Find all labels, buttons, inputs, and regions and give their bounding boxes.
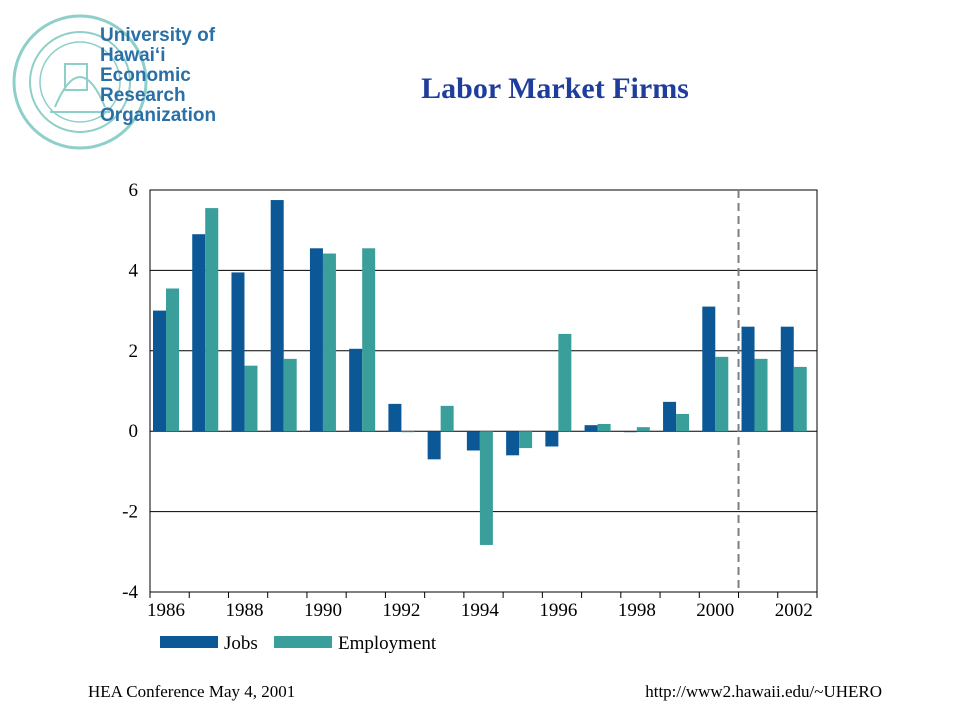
bar-employment-2002 — [793, 366, 807, 432]
bar-employment-1997 — [597, 423, 611, 432]
footer-conference: HEA Conference May 4, 2001 — [88, 682, 296, 701]
y-tick-label: -2 — [122, 502, 138, 523]
logo-line-2: Hawai‘i — [100, 45, 166, 66]
y-tick-labels: 6 4 2 0 -2 -4 — [122, 180, 138, 603]
bar-employment-2001 — [754, 358, 768, 432]
footer-url: http://www2.hawaii.edu/~UHERO — [645, 682, 882, 701]
chart-title: Labor Market Firms — [421, 72, 689, 105]
legend: Jobs Employment — [160, 633, 437, 654]
bar-employment-1992 — [401, 431, 415, 433]
bar-jobs-1992 — [388, 403, 402, 432]
bars — [153, 200, 807, 545]
bar-jobs-1989 — [270, 200, 284, 432]
y-tick-label: 4 — [129, 260, 139, 281]
logo-line-1: University of — [100, 25, 216, 46]
logo-line-4: Research — [100, 85, 186, 106]
logo-line-5: Organization — [100, 105, 217, 126]
bar-jobs-1988 — [231, 272, 245, 432]
university-seal-icon — [12, 14, 148, 150]
plot-frame — [149, 189, 818, 598]
y-tick-label: 0 — [129, 421, 139, 442]
legend-swatch-employment — [274, 636, 332, 648]
x-tick-label: 2000 — [696, 600, 734, 621]
legend-label-employment: Employment — [338, 633, 437, 654]
x-tick-label: 1990 — [304, 600, 342, 621]
x-tick-label: 2002 — [775, 600, 813, 621]
y-tick-label: 6 — [129, 180, 139, 201]
bar-jobs-1986 — [153, 310, 166, 432]
bar-employment-1998 — [636, 427, 650, 432]
bar-jobs-1995 — [506, 431, 520, 456]
bar-jobs-1999 — [663, 401, 677, 432]
logo-line-3: Economic — [100, 65, 191, 86]
bar-jobs-1998 — [623, 431, 637, 433]
bar-employment-1987 — [205, 208, 219, 432]
x-tick-label: 1986 — [147, 600, 185, 621]
bar-employment-1993 — [440, 405, 454, 432]
x-tick-label: 1994 — [461, 600, 500, 621]
bar-employment-1996 — [558, 333, 572, 432]
legend-swatch-jobs — [160, 636, 218, 648]
legend-label-jobs: Jobs — [224, 633, 258, 654]
x-tick-label: 1998 — [618, 600, 656, 621]
bar-employment-1989 — [283, 358, 297, 432]
bar-jobs-2001 — [741, 326, 755, 432]
bar-jobs-1991 — [349, 348, 363, 432]
bar-jobs-2000 — [702, 306, 716, 432]
bar-employment-1995 — [519, 431, 533, 449]
bar-employment-1994 — [479, 431, 493, 545]
bar-jobs-1996 — [545, 431, 559, 447]
x-tick-label: 1992 — [382, 600, 420, 621]
bar-employment-1990 — [322, 253, 336, 432]
uhero-logo — [12, 14, 148, 150]
bar-jobs-1997 — [584, 425, 598, 432]
bar-employment-1988 — [244, 365, 258, 432]
x-tick-label: 1996 — [539, 600, 577, 621]
bar-employment-1991 — [362, 248, 376, 432]
bar-jobs-1987 — [192, 234, 206, 432]
bar-employment-1986 — [166, 288, 179, 432]
uhero-logo-text: University of Hawai‘i Economic Research … — [100, 26, 216, 126]
bar-employment-1999 — [676, 413, 690, 432]
bar-jobs-1990 — [309, 248, 323, 432]
y-tick-label: -4 — [122, 582, 138, 603]
bar-jobs-1993 — [427, 431, 441, 460]
bar-jobs-2002 — [780, 326, 794, 432]
bar-jobs-1994 — [466, 431, 480, 451]
bar-employment-2000 — [715, 356, 729, 432]
plot-border — [149, 189, 818, 593]
x-tick-labels: 1986 1988 1990 1992 1994 1996 1998 2000 2002 — [147, 600, 813, 621]
y-tick-label: 2 — [129, 341, 139, 362]
x-tick-label: 1988 — [225, 600, 263, 621]
